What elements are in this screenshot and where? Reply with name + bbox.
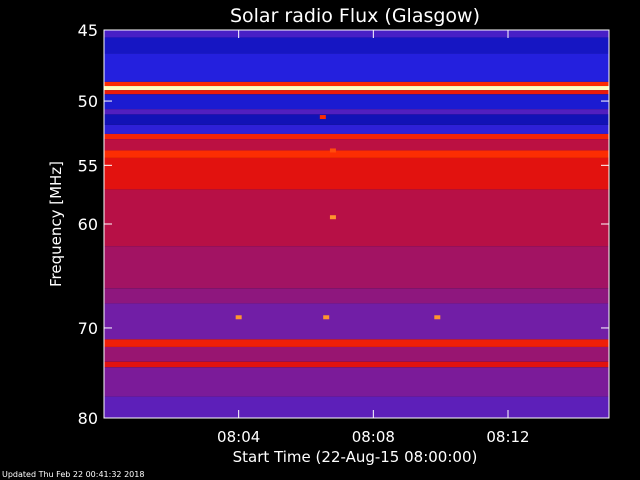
band-14 [104,189,609,247]
burst-5 [434,315,441,320]
band-21 [104,367,609,397]
y-axis-label: Frequency [MHz] [47,161,65,287]
chart-title: Solar radio Flux (Glasgow) [230,5,480,27]
band-22 [104,396,609,418]
band-16 [104,288,609,304]
band-9 [104,124,609,134]
burst-1 [329,148,336,153]
updated-timestamp: Updated Thu Feb 22 00:41:32 2018 [2,470,145,479]
band-1 [104,37,609,54]
x-tick-label-0: 08:04 [217,428,260,446]
band-2 [104,53,609,82]
band-4 [104,86,609,91]
y-axis: 45 50 55 60 70 80 [78,21,609,428]
band-20 [104,361,609,368]
band-5 [104,90,609,95]
burst-2 [329,215,336,220]
band-11 [104,139,609,151]
y-tick-label-5: 80 [78,409,98,428]
burst-4 [323,315,330,320]
x-tick-label-2: 08:12 [486,428,529,446]
band-3 [104,81,609,87]
band-10 [104,133,609,140]
y-tick-label-3: 60 [78,215,98,234]
band-8 [104,114,609,125]
band-19 [104,346,609,362]
x-axis-label: Start Time (22-Aug-15 08:00:00) [233,448,478,466]
band-6 [104,94,609,110]
band-7 [104,109,609,115]
x-axis: 08:04 08:08 08:12 [217,30,530,446]
x-tick-label-1: 08:08 [352,428,395,446]
burst-3 [235,315,242,320]
y-tick-label-1: 50 [78,92,98,111]
y-tick-label-4: 70 [78,319,98,338]
burst-0 [319,115,326,120]
y-tick-label-2: 55 [78,156,98,175]
band-13 [104,157,609,190]
band-17 [104,303,609,340]
band-12 [104,150,609,158]
band-15 [104,246,609,289]
band-18 [104,339,609,347]
heatmap-plot [104,30,609,418]
band-0 [104,30,609,38]
y-tick-label-0: 45 [78,21,98,40]
